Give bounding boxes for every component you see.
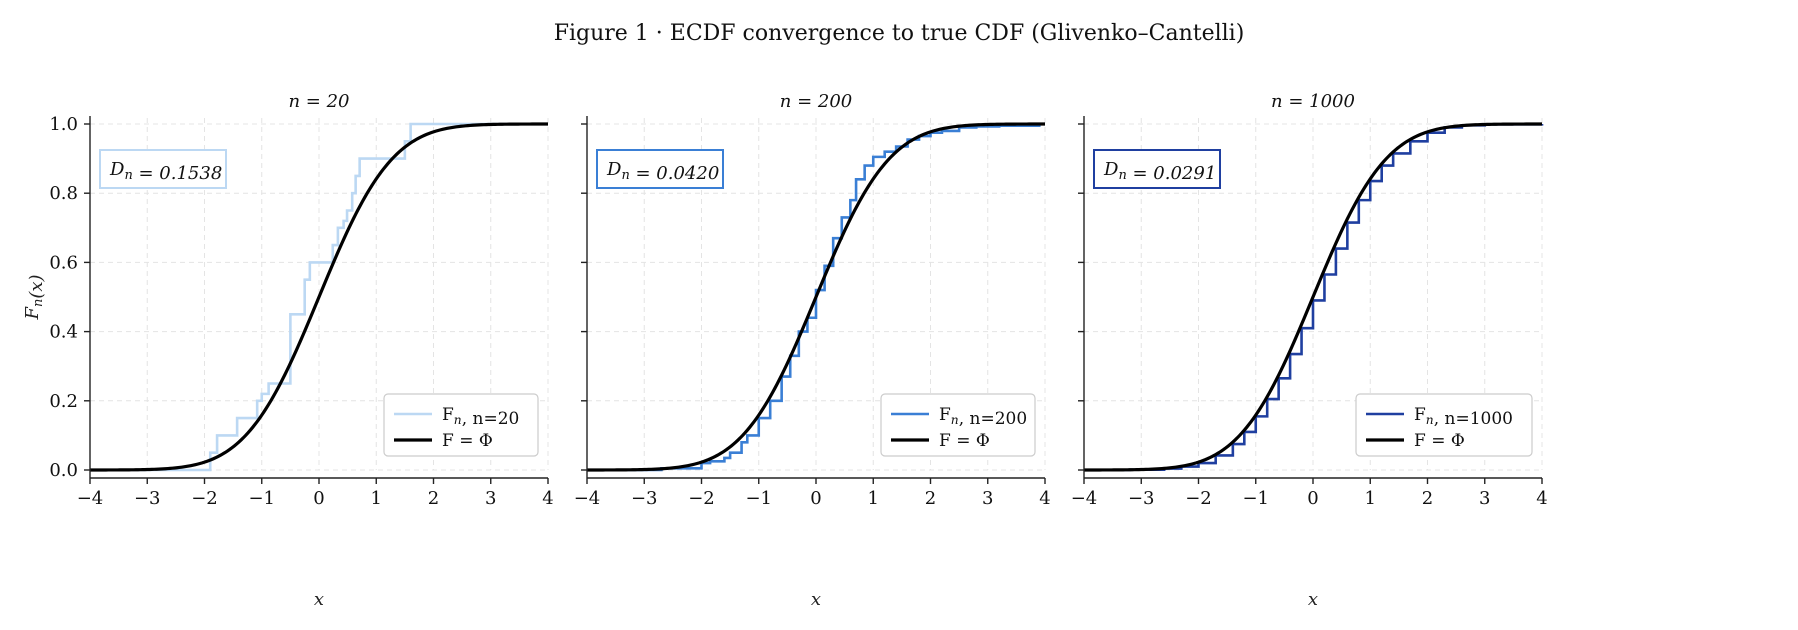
- x-tick-label: 4: [1039, 488, 1050, 509]
- x-tick-label: 2: [1422, 488, 1433, 509]
- x-tick-label: −3: [631, 488, 658, 509]
- cdf-series: [587, 122, 1045, 472]
- x-tick-label: 2: [428, 488, 439, 509]
- stat-box-label: Dn = 0.0420: [606, 159, 719, 184]
- legend-entry: Fn, n=200: [939, 405, 1027, 429]
- x-tick-label: −2: [688, 488, 715, 509]
- panel-3: n = 1000 −4 −3 −2 −1 0 1 2 3 4 x Dn = 0.0291 Fn, n=1…: [1071, 91, 1548, 610]
- cdf-series: [1084, 122, 1542, 472]
- panels: n = 20 −4 −3 −2 −1 0 1 2 3 4 0.0 0.2 0.4 0.6 0.8 1.0 x Fn…: [22, 91, 1548, 610]
- x-tick-label: −1: [248, 488, 275, 509]
- x-tick-label: 4: [542, 488, 553, 509]
- x-tick-label: −2: [191, 488, 218, 509]
- panel-2: n = 200 −4 −3 −2 −1 0 1 2 3 4 x Dn = 0.0420 Fn, n=20…: [574, 91, 1051, 610]
- x-tick-label: −1: [745, 488, 772, 509]
- legend-entry: F = Φ: [442, 431, 493, 451]
- ecdf-series: [587, 124, 1041, 472]
- x-tick-label: 1: [371, 488, 382, 509]
- x-tick-label: 3: [982, 488, 993, 509]
- y-tick-label: 0.6: [49, 252, 78, 273]
- x-tick-label: −4: [77, 488, 104, 509]
- x-axis-label: x: [811, 589, 821, 610]
- stat-box: [1093, 149, 1221, 189]
- stat-box: [596, 149, 724, 189]
- cdf-series: [90, 122, 548, 472]
- x-tick-label: −2: [1185, 488, 1212, 509]
- legend-entry: F = Φ: [1414, 431, 1465, 451]
- x-axis-label: x: [314, 589, 324, 610]
- legend-entry: Fn, n=1000: [1414, 405, 1513, 429]
- x-tick-label: 1: [1365, 488, 1376, 509]
- x-tick-label: 3: [485, 488, 496, 509]
- x-tick-label: −1: [1242, 488, 1269, 509]
- panel-title: n = 200: [780, 91, 852, 112]
- legend-entry: F = Φ: [939, 431, 990, 451]
- stat-box-label: Dn = 0.0291: [1103, 159, 1216, 184]
- x-tick-label: 4: [1536, 488, 1547, 509]
- figure-title: Figure 1 · ECDF convergence to true CDF …: [554, 21, 1245, 46]
- x-tick-label: 0: [313, 488, 324, 509]
- panel-title: n = 1000: [1271, 91, 1355, 112]
- x-tick-label: −3: [134, 488, 161, 509]
- panel-1: n = 20 −4 −3 −2 −1 0 1 2 3 4 0.0 0.2 0.4 0.6 0.8 1.0 x Fn…: [22, 91, 554, 610]
- y-tick-label: 0.8: [49, 183, 78, 204]
- x-tick-label: 2: [925, 488, 936, 509]
- x-tick-label: 0: [810, 488, 821, 509]
- panel-title: n = 20: [288, 91, 349, 112]
- x-tick-label: −4: [574, 488, 601, 509]
- legend-entry: Fn, n=20: [442, 405, 519, 429]
- x-tick-label: −3: [1128, 488, 1155, 509]
- x-axis-label: x: [1308, 589, 1318, 610]
- stat-box-label: Dn = 0.1538: [109, 159, 222, 184]
- x-tick-label: 0: [1307, 488, 1318, 509]
- y-tick-label: 0.4: [49, 322, 78, 343]
- y-tick-label: 0.2: [49, 391, 78, 412]
- y-axis-label: Fn(x): [22, 274, 47, 320]
- stat-box: [99, 149, 227, 189]
- y-tick-label: 1.0: [49, 114, 78, 135]
- x-tick-label: −4: [1071, 488, 1098, 509]
- x-tick-label: 3: [1479, 488, 1490, 509]
- x-tick-label: 1: [868, 488, 879, 509]
- y-tick-label: 0.0: [49, 460, 78, 481]
